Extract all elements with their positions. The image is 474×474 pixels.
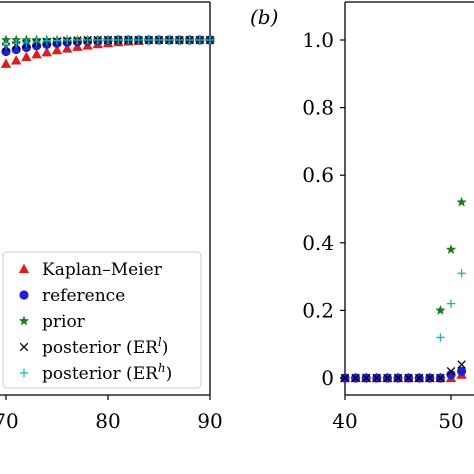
y-tick-label: 0 — [321, 366, 334, 390]
marker-posterior-erh- — [175, 35, 184, 45]
legend-marker-triangle — [18, 263, 30, 274]
marker-posterior-erl- — [425, 373, 435, 383]
marker-posterior-erl- — [372, 373, 382, 383]
marker-prior — [445, 244, 457, 254]
legend-entries: Kaplan–Meier reference prior posterior (ERl… — [18, 260, 172, 384]
marker-posterior-erl- — [361, 373, 371, 383]
legend-marker-star — [18, 315, 30, 326]
marker-prior — [435, 305, 446, 315]
marker-posterior-erh- — [114, 35, 123, 45]
marker-prior — [456, 196, 467, 207]
marker-posterior-erh- — [12, 39, 21, 48]
marker-kaplan-meier — [11, 55, 22, 65]
marker-posterior-erh- — [195, 35, 204, 45]
legend-label: prior — [42, 312, 86, 332]
marker-kaplan-meier — [21, 51, 32, 62]
marker-posterior-erh- — [93, 35, 102, 45]
marker-posterior-erh- — [185, 35, 194, 45]
marker-posterior-erl- — [393, 373, 403, 383]
marker-reference — [457, 366, 467, 376]
x-tick-label: 40 — [332, 409, 357, 433]
marker-prior — [0, 34, 12, 45]
marker-posterior-erl- — [404, 373, 413, 383]
marker-kaplan-meier — [62, 43, 73, 53]
marker-posterior-erh- — [457, 269, 466, 278]
panel-label-b: (b) — [250, 5, 278, 29]
y-tick-label: 1.0 — [302, 28, 334, 52]
marker-posterior-erh- — [124, 35, 133, 45]
legend-label: posterior (ERh) — [42, 361, 172, 384]
marker-posterior-erh- — [165, 35, 174, 45]
marker-posterior-erh- — [83, 35, 92, 45]
marker-posterior-erh- — [154, 35, 164, 45]
marker-kaplan-meier — [31, 48, 42, 59]
left-panel: 70 80 90 Kaplan–Meier reference prior posteri… — [0, 1, 223, 433]
x-tick-label: 80 — [95, 409, 120, 433]
marker-kaplan-meier — [41, 46, 52, 57]
marker-posterior-erh- — [32, 37, 41, 46]
right-panel: (b) 40 50 0 0.2 0.4 0.6 0.8 1.0 — [250, 1, 474, 433]
y-tick-label: 0.2 — [302, 298, 334, 322]
marker-posterior-erh- — [63, 35, 72, 45]
legend-marker-circle — [19, 290, 29, 300]
marker-posterior-erl- — [457, 360, 466, 369]
right-y-ticks: 0 0.2 0.4 0.6 0.8 1.0 — [302, 28, 345, 390]
marker-posterior-erh- — [1, 40, 11, 50]
left-data-marks — [0, 34, 216, 68]
marker-posterior-erh- — [144, 35, 153, 45]
marker-posterior-erh- — [73, 35, 82, 45]
marker-posterior-erh- — [22, 38, 31, 47]
marker-reference — [446, 370, 456, 380]
marker-posterior-erl- — [414, 373, 424, 383]
right-x-ticks: 40 50 — [332, 395, 464, 433]
marker-posterior-erh- — [205, 35, 215, 45]
y-tick-label: 0.8 — [302, 96, 334, 120]
marker-posterior-erh- — [446, 299, 456, 308]
marker-posterior-erh- — [52, 36, 62, 45]
left-x-ticks: 70 80 90 — [0, 395, 223, 433]
legend-label: posterior (ERl) — [42, 335, 168, 358]
right-data-marks — [339, 196, 467, 383]
marker-posterior-erh- — [103, 35, 113, 45]
y-tick-label: 0.4 — [302, 231, 334, 255]
y-tick-label: 0.6 — [302, 163, 334, 187]
marker-kaplan-meier — [51, 44, 63, 55]
marker-reference — [21, 42, 31, 53]
marker-posterior-erl- — [351, 373, 360, 383]
legend-marker-x — [19, 342, 29, 352]
legend: Kaplan–Meier reference prior posterior (ERl… — [2, 251, 202, 389]
marker-posterior-erh- — [42, 36, 51, 45]
legend-label: Kaplan–Meier — [42, 260, 163, 280]
legend-box — [2, 251, 202, 389]
marker-kaplan-meier — [0, 58, 12, 68]
x-tick-label: 90 — [197, 409, 222, 433]
marker-posterior-erl- — [383, 373, 392, 383]
marker-posterior-erl- — [446, 366, 456, 376]
x-tick-label: 50 — [438, 409, 463, 433]
x-tick-label: 70 — [0, 409, 19, 433]
marker-posterior-erh- — [134, 35, 143, 45]
legend-marker-plus — [19, 368, 29, 378]
marker-posterior-erl- — [436, 373, 445, 383]
legend-label: reference — [42, 286, 125, 306]
marker-posterior-erh- — [436, 333, 445, 342]
